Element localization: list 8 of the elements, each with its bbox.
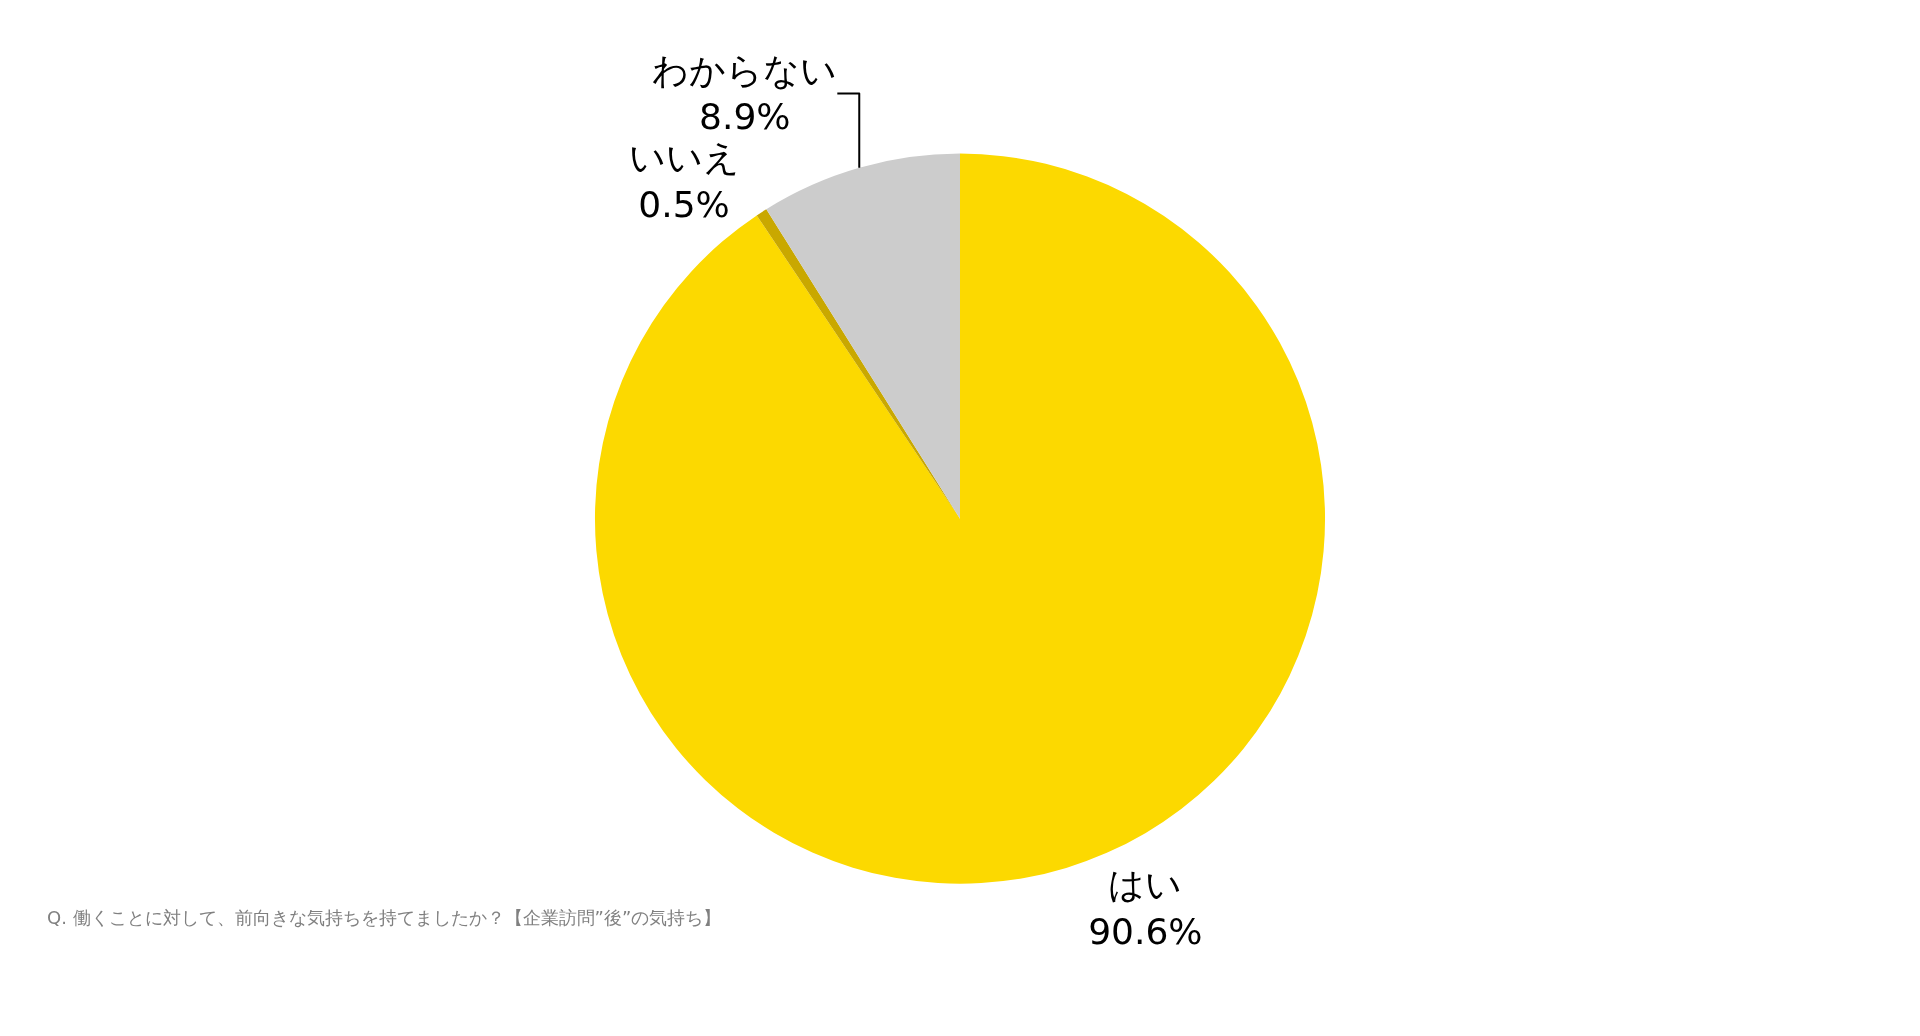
data-label: 90.6% [1088, 910, 1203, 952]
slice-label: いいえ [628, 137, 740, 179]
text: Q. 働くことに対して、前向きな気持ちを持てましたか？【企業訪問”後”の気持ち】 [47, 907, 722, 928]
data-label: 8.9% [699, 96, 791, 138]
slice-label: わからない [652, 49, 838, 91]
slice-label: はい [1108, 864, 1183, 906]
data-label: 0.5% [638, 184, 730, 226]
pie-slice [766, 153, 960, 519]
